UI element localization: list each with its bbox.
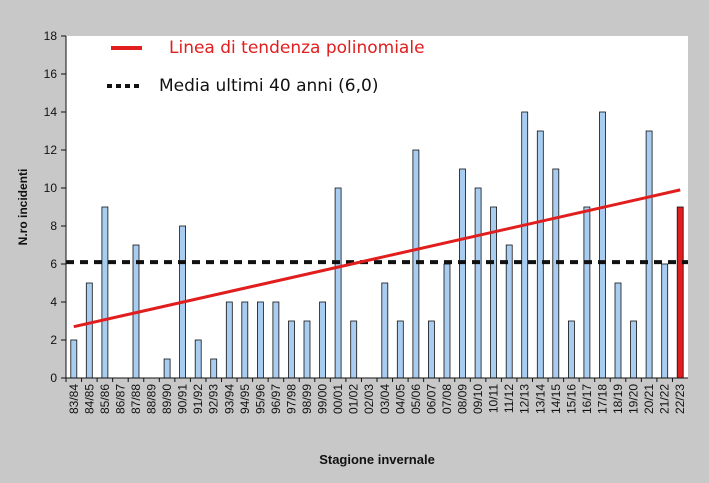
bar-99-00 [319, 301, 327, 379]
x-tick-label: 98/99 [300, 384, 314, 414]
y-tick-label: 12 [44, 143, 58, 157]
x-tick-label: 84/85 [82, 384, 96, 414]
x-tick-label: 01/02 [347, 384, 361, 414]
x-tick-label: 17/18 [596, 384, 610, 414]
x-tick-label: 14/15 [549, 384, 563, 414]
x-tick-label: 97/98 [285, 384, 299, 414]
bar-85-86 [101, 206, 109, 379]
y-tick-label: 2 [50, 333, 57, 347]
bar-89-90 [163, 358, 171, 379]
x-tick-label: 13/14 [533, 384, 547, 414]
x-tick-label: 93/94 [222, 384, 236, 414]
x-tick-label: 03/04 [378, 384, 392, 414]
x-tick-label: 99/00 [316, 384, 330, 414]
x-tick-label: 15/16 [564, 384, 578, 414]
bar-18-19 [614, 282, 622, 379]
bar-07-08 [443, 263, 451, 379]
bar-06-07 [427, 320, 435, 379]
y-tick-label: 18 [44, 29, 58, 43]
x-tick-label: 11/12 [502, 384, 516, 413]
bar-84-85 [85, 282, 93, 379]
x-tick-label: 83/84 [67, 384, 81, 414]
x-tick-label: 12/13 [518, 384, 532, 414]
x-tick-label: 04/05 [393, 384, 407, 414]
bar-08-09 [459, 168, 466, 379]
x-tick-label: 94/95 [238, 384, 252, 414]
bar-00-01 [334, 187, 342, 379]
bar-96-97 [272, 301, 280, 379]
x-tick-label: 86/87 [113, 384, 127, 414]
x-tick-label: 87/88 [129, 384, 143, 414]
y-tick-label: 6 [50, 257, 57, 271]
y-axis-label: N.ro incidenti [16, 169, 30, 246]
x-tick-label: 09/10 [471, 384, 485, 414]
y-tick-label: 0 [50, 371, 57, 385]
x-tick-label: 00/01 [331, 384, 345, 414]
bar-92-93 [210, 358, 218, 379]
x-tick-label: 16/17 [580, 384, 594, 414]
y-tick-label: 4 [50, 295, 57, 309]
x-tick-label: 10/11 [487, 384, 501, 413]
bar-93-94 [225, 301, 233, 379]
y-tick-label: 8 [50, 219, 57, 233]
bar-91-92 [194, 339, 202, 379]
bar-94-95 [241, 301, 249, 379]
y-tick-label: 16 [44, 67, 58, 81]
x-ticks-group: 83/84 84/85 85/86 86/87 87/88 88/89 89/90 90/91… [65, 378, 687, 414]
bar-97-98 [288, 320, 295, 379]
bar-19-20 [630, 320, 637, 379]
bar-09-10 [474, 187, 482, 379]
bar-83-84 [70, 339, 78, 379]
bar-04-05 [396, 320, 404, 379]
bar-16-17 [583, 206, 591, 379]
x-tick-label: 91/92 [191, 384, 205, 414]
x-axis-label: Stagione invernale [319, 452, 435, 467]
x-tick-label: 95/96 [253, 384, 267, 414]
y-tick-label: 10 [44, 181, 58, 195]
x-tick-label: 85/86 [98, 384, 112, 414]
bar-21-22 [661, 263, 669, 379]
x-tick-label: 88/89 [145, 384, 159, 414]
x-tick-label: 18/19 [611, 384, 625, 414]
x-tick-label: 06/07 [424, 384, 438, 414]
bar-13-14 [536, 130, 544, 379]
x-tick-label: 89/90 [160, 384, 174, 414]
x-tick-label: 92/93 [207, 384, 221, 414]
x-tick-label: 22/23 [673, 384, 687, 414]
y-tick-label: 14 [44, 105, 58, 119]
x-tick-label: 21/22 [658, 384, 672, 414]
bar-20-21 [645, 130, 653, 379]
bar-17-18 [599, 111, 606, 379]
x-tick-label: 05/06 [409, 384, 423, 414]
bar-03-04 [381, 282, 389, 379]
bar-01-02 [350, 320, 358, 379]
x-tick-label: 08/09 [456, 384, 470, 414]
y-ticks-group: 0 2 4 6 8 10 12 14 16 18 [44, 29, 66, 385]
legend-mean-label: Media ultimi 40 anni (6,0) [159, 76, 379, 96]
bar-15-16 [568, 320, 575, 379]
x-tick-label: 20/21 [642, 384, 656, 414]
x-tick-label: 02/03 [362, 384, 376, 414]
x-tick-label: 90/91 [176, 384, 190, 414]
x-tick-label: 96/97 [269, 384, 283, 414]
legend-trend-label: Linea di tendenza polinomiale [169, 38, 425, 58]
bar-14-15 [552, 168, 560, 379]
bar-98-99 [303, 320, 311, 379]
bar-22-23 [676, 206, 684, 379]
bar-12-13 [521, 111, 529, 379]
x-tick-label: 19/20 [627, 384, 641, 414]
trend-line [73, 188, 681, 329]
x-tick-label: 07/08 [440, 384, 454, 414]
bar-95-96 [256, 301, 264, 379]
bar-11-12 [505, 244, 513, 379]
